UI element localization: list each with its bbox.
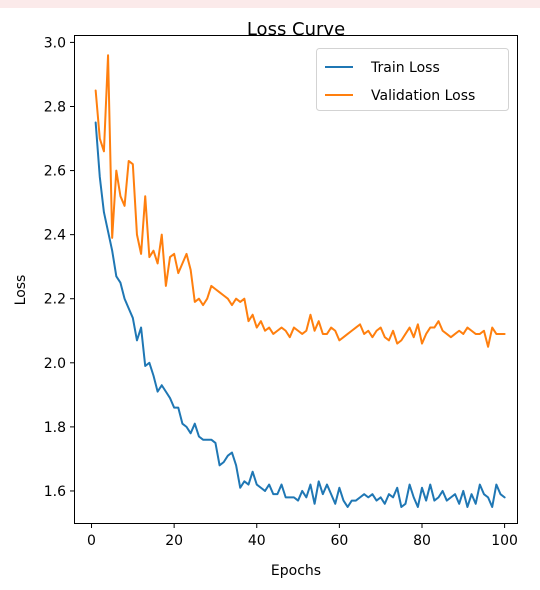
x-tick-label: 80 xyxy=(413,533,431,549)
legend-label-train-loss: Train Loss xyxy=(370,60,440,76)
plot-area xyxy=(74,35,518,524)
y-tick-label: 2.4 xyxy=(44,228,66,244)
x-axis-label: Epochs xyxy=(271,563,321,579)
y-tick-label: 2.0 xyxy=(44,356,66,372)
x-axis-ticks: 0 20 40 60 80 100 xyxy=(87,523,518,549)
x-tick-label: 60 xyxy=(330,533,348,549)
y-axis-ticks: 1.6 1.8 2.0 2.2 2.4 2.6 2.8 3.0 xyxy=(44,35,75,500)
y-tick-label: 2.6 xyxy=(44,164,66,180)
y-tick-label: 3.0 xyxy=(44,35,66,51)
y-axis-label: Loss xyxy=(13,275,29,306)
y-tick-label: 1.6 xyxy=(44,484,66,500)
x-tick-label: 20 xyxy=(165,533,183,549)
y-tick-label: 2.2 xyxy=(44,292,66,308)
page-background-strip xyxy=(0,0,540,8)
legend: Train Loss Validation Loss xyxy=(316,48,509,111)
plot-frame xyxy=(74,35,518,524)
legend-box xyxy=(316,48,509,111)
x-tick-label: 0 xyxy=(87,533,96,549)
x-tick-label: 40 xyxy=(248,533,266,549)
legend-label-validation-loss: Validation Loss xyxy=(371,88,475,104)
series-line-train-loss xyxy=(94,121,506,508)
y-tick-label: 1.8 xyxy=(44,420,66,436)
chart-title: Loss Curve xyxy=(247,19,345,40)
series-line-validation-loss xyxy=(94,54,506,348)
series-layer xyxy=(94,54,506,508)
y-tick-label: 2.8 xyxy=(44,99,66,115)
x-tick-label: 100 xyxy=(491,533,518,549)
